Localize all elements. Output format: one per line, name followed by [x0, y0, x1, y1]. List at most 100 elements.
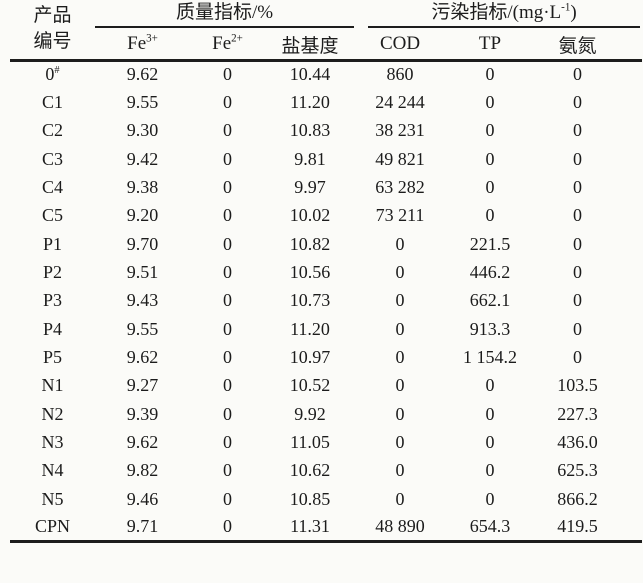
tp-value-cell: 654.3	[445, 513, 535, 544]
basicity-value-cell: 10.52	[289, 375, 331, 396]
ammonia-value-cell: 0	[573, 318, 583, 339]
ammonia-value-cell: 0	[573, 148, 583, 169]
product-id-cell: 0#	[10, 60, 95, 88]
basicity-value-cell: 10.85	[289, 488, 331, 509]
table-row: N5 9.46 0 10.85 0 0 866.2	[10, 485, 642, 513]
fe2plus-value-cell: 0	[223, 205, 232, 226]
table-row: P2 9.51 0 10.56 0 446.2 0	[10, 258, 642, 286]
ammonia-value-cell: 103.5	[557, 375, 598, 396]
fe2plus-value-cell: 0	[223, 290, 232, 311]
tp-value-cell: 913.3	[469, 318, 511, 339]
fe3plus-value-cell: 9.27	[126, 375, 159, 396]
cod-value-cell: 0	[395, 403, 405, 424]
product-id-cell: P2	[10, 258, 95, 286]
fe3plus-value-cell: 9.30	[126, 120, 159, 141]
group-pollution-sup: -1	[561, 1, 571, 14]
product-id-cell: P1	[10, 230, 95, 258]
fe3plus-value-cell: 9.51	[126, 262, 159, 283]
product-id: P5	[42, 347, 62, 368]
product-id: N4	[41, 460, 64, 481]
ammonia-value-cell: 0	[573, 92, 583, 113]
column-header-ammonia-nitrogen: 氨氮	[535, 30, 643, 62]
product-id-cell: N5	[10, 485, 95, 513]
table-body: 0# 9.62 0 10.44 860 0 0 C1 9.55 0 11.20 …	[10, 60, 643, 544]
cod-value-cell: 73 211	[375, 205, 425, 226]
fe2plus-value-cell: 0	[223, 318, 232, 339]
product-id-cell: P5	[10, 343, 95, 371]
table-row: 0# 9.62 0 10.44 860 0 0	[10, 60, 642, 88]
basicity-value-cell: 10.02	[289, 205, 331, 226]
fe2plus-value-cell: 0	[223, 432, 232, 453]
product-id: N3	[41, 432, 64, 453]
tp-value-cell: 0	[485, 120, 495, 141]
fe2plus-value-cell: 0	[223, 375, 232, 396]
column-header-fe2plus: Fe2+	[190, 30, 265, 62]
product-id-cell: N3	[10, 428, 95, 456]
product-id: C1	[41, 92, 63, 113]
table-row: C3 9.42 0 9.81 49 821 0 0	[10, 145, 642, 173]
fe2plus-value-cell: 0	[223, 262, 232, 283]
cod-value-cell: 38 231	[375, 120, 425, 141]
tp-value-cell: 0	[485, 177, 495, 198]
product-id: N5	[41, 488, 64, 509]
product-id-cell: N2	[10, 400, 95, 428]
ammonia-value-cell: 419.5	[535, 513, 643, 544]
column-header-tp: TP	[445, 30, 535, 62]
table-row: N3 9.62 0 11.05 0 0 436.0	[10, 428, 642, 456]
tp-value-cell: 446.2	[469, 262, 511, 283]
product-id: P1	[42, 233, 62, 254]
table-row: N1 9.27 0 10.52 0 0 103.5	[10, 372, 642, 400]
product-id: C2	[41, 120, 63, 141]
table-row: N2 9.39 0 9.92 0 0 227.3	[10, 400, 642, 428]
tp-value-cell: 0	[485, 375, 495, 396]
column-header-product-id: 产品 编号	[10, 0, 95, 62]
ammonia-value-cell: 0	[573, 177, 583, 198]
product-id-header-line2: 编号	[33, 31, 72, 53]
tp-value-cell: 0	[485, 432, 495, 453]
product-id-sup: #	[54, 65, 60, 77]
cod-value-cell: 860	[386, 64, 414, 85]
product-id-header-line1: 产品	[33, 5, 72, 27]
fe3plus-value-cell: 9.55	[126, 318, 159, 339]
table-row: C5 9.20 0 10.02 73 211 0 0	[10, 202, 642, 230]
product-id-cell: N1	[10, 372, 95, 400]
fe2plus-value-cell: 0	[223, 120, 232, 141]
group-header-pollution: 污染指标/(mg·L-1)	[355, 0, 642, 30]
cod-value-cell: 0	[395, 318, 405, 339]
group-pollution-text: 污染指标/(mg·L	[431, 2, 562, 23]
column-header-fe3plus: Fe3+	[95, 30, 190, 62]
fe3plus-value-cell: 9.62	[126, 64, 159, 85]
product-id-cell: P3	[10, 287, 95, 315]
tp-value-cell: 1 154.2	[463, 347, 517, 368]
table-row: P3 9.43 0 10.73 0 662.1 0	[10, 287, 642, 315]
fe3plus-value-cell: 9.55	[126, 92, 159, 113]
tp-value-cell: 0	[485, 460, 495, 481]
basicity-value-cell: 10.56	[289, 262, 331, 283]
tp-value-cell: 221.5	[469, 233, 511, 254]
basicity-value-cell: 10.62	[289, 460, 331, 481]
basicity-value-cell: 10.44	[289, 64, 331, 85]
cod-value-cell: 48 890	[355, 513, 445, 544]
product-id-cell: CPN	[10, 513, 95, 544]
basicity-value-cell: 10.82	[289, 233, 331, 254]
fe3plus-value-cell: 9.71	[95, 513, 190, 544]
basicity-value-cell: 11.20	[290, 92, 330, 113]
cod-value-cell: 0	[395, 375, 405, 396]
product-id-cell: C2	[10, 117, 95, 145]
ammonia-value-cell: 0	[573, 205, 583, 226]
cod-value-cell: 0	[395, 432, 405, 453]
ammonia-value-cell: 0	[573, 233, 583, 254]
column-header-basicity: 盐基度	[265, 30, 355, 62]
product-id-cell: C5	[10, 202, 95, 230]
fe2plus-value-cell: 0	[223, 233, 232, 254]
fe2plus-value-cell: 0	[223, 488, 232, 509]
fe2plus-value-cell: 0	[223, 177, 232, 198]
fe2plus-value-cell: 0	[190, 513, 265, 544]
cod-value-cell: 0	[395, 290, 405, 311]
fe2plus-value-cell: 0	[223, 92, 232, 113]
table-row: C4 9.38 0 9.97 63 282 0 0	[10, 173, 642, 201]
product-id: P2	[42, 262, 62, 283]
ammonia-value-cell: 0	[573, 64, 583, 85]
product-id: C3	[41, 148, 63, 169]
